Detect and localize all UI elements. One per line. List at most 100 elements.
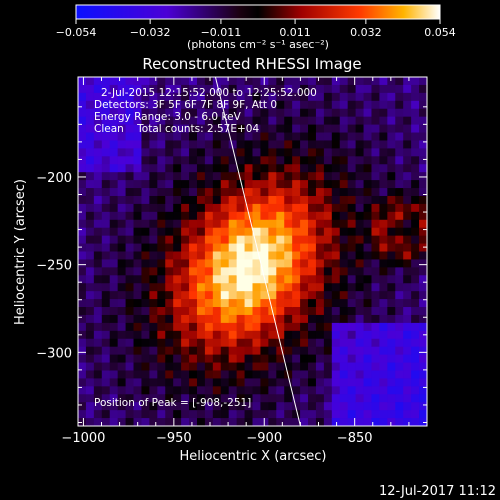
heatmap-cell xyxy=(284,227,293,237)
heatmap-cell xyxy=(371,211,381,221)
heatmap-cell xyxy=(419,370,427,380)
heatmap-cell xyxy=(101,235,111,245)
heatmap-cell xyxy=(85,140,95,149)
heatmap-cell xyxy=(323,156,333,165)
heatmap-cell xyxy=(85,235,95,245)
heatmap-cell xyxy=(117,251,127,261)
heatmap-cell xyxy=(165,211,174,221)
heatmap-cell xyxy=(181,124,190,134)
heatmap-cell xyxy=(133,108,143,118)
heatmap-cell xyxy=(109,378,119,387)
heatmap-cell xyxy=(189,132,198,142)
heatmap-cell xyxy=(117,219,127,229)
heatmap-cell xyxy=(411,219,420,229)
heatmap-cell xyxy=(204,291,214,300)
heatmap-cell xyxy=(157,370,166,380)
heatmap-cell xyxy=(315,394,325,403)
heatmap-cell xyxy=(339,370,349,380)
heatmap-cell xyxy=(228,92,238,102)
heatmap-cell xyxy=(181,259,190,268)
heatmap-cell xyxy=(284,195,293,205)
heatmap-cell xyxy=(276,227,285,237)
heatmap-cell xyxy=(395,291,404,300)
heatmap-cell xyxy=(212,235,222,245)
heatmap-cell xyxy=(315,219,325,229)
heatmap-cell xyxy=(196,299,206,308)
heatmap-cell xyxy=(284,124,293,134)
heatmap-cell xyxy=(419,346,427,356)
heatmap-cell xyxy=(101,203,111,213)
heatmap-cell xyxy=(85,402,95,411)
heatmap-cell xyxy=(339,386,349,395)
heatmap-cell xyxy=(78,386,87,395)
heatmap-cell xyxy=(173,164,182,173)
heatmap-cell xyxy=(355,370,365,380)
heatmap-cell xyxy=(355,148,365,157)
heatmap-cell xyxy=(268,370,277,380)
heatmap-cell xyxy=(101,394,111,403)
heatmap-cell xyxy=(212,330,222,340)
heatmap-cell xyxy=(85,291,95,300)
heatmap-cell xyxy=(268,283,277,292)
heatmap-cell xyxy=(308,378,317,387)
heatmap-cell xyxy=(363,195,373,205)
heatmap-cell xyxy=(260,354,269,364)
heatmap-cell xyxy=(101,140,111,149)
heatmap-cell xyxy=(93,418,103,426)
heatmap-cell xyxy=(236,291,246,300)
heatmap-cell xyxy=(292,386,301,395)
heatmap-cell xyxy=(157,275,166,284)
heatmap-cell xyxy=(315,227,325,237)
heatmap-cell xyxy=(220,291,230,300)
heatmap-cell xyxy=(236,354,246,364)
heatmap-cell xyxy=(220,307,230,316)
heatmap-cell xyxy=(157,124,166,134)
heatmap-cell xyxy=(355,211,365,221)
heatmap-cell xyxy=(204,378,214,387)
heatmap-cell xyxy=(260,116,269,126)
heatmap-cell xyxy=(204,227,214,237)
heatmap-cell xyxy=(212,172,222,181)
heatmap-cell xyxy=(363,299,373,308)
heatmap-cell xyxy=(323,314,333,324)
heatmap-cell xyxy=(157,211,166,221)
heatmap-cell xyxy=(212,418,222,426)
heatmap-cell xyxy=(173,386,182,395)
heatmap-cell xyxy=(220,148,230,157)
heatmap-cell xyxy=(189,243,198,253)
heatmap-cell xyxy=(85,410,95,419)
heatmap-cell xyxy=(260,322,269,332)
heatmap-cell xyxy=(371,180,381,189)
heatmap-cell xyxy=(157,77,166,86)
heatmap-cell xyxy=(117,402,127,411)
heatmap-cell xyxy=(85,100,95,110)
heatmap-cell xyxy=(323,148,333,157)
heatmap-cell xyxy=(323,267,333,276)
heatmap-cell xyxy=(419,84,427,94)
heatmap-cell xyxy=(78,100,87,110)
heatmap-cell xyxy=(212,291,222,300)
heatmap-cell xyxy=(204,156,214,165)
heatmap-cell xyxy=(101,267,111,276)
heatmap-cell xyxy=(204,243,214,253)
heatmap-cell xyxy=(109,219,119,229)
heatmap-cell xyxy=(133,116,143,126)
heatmap-cell xyxy=(331,251,341,261)
heatmap-cell xyxy=(101,386,111,395)
heatmap-cell xyxy=(173,100,182,110)
heatmap-cell xyxy=(308,180,317,189)
heatmap-cell xyxy=(93,195,103,205)
heatmap-cell xyxy=(331,307,341,316)
heatmap-cell xyxy=(419,354,427,364)
heatmap-cell xyxy=(236,180,246,189)
heatmap-cell xyxy=(260,410,269,419)
heatmap-cell xyxy=(371,370,381,380)
heatmap-cell xyxy=(101,402,111,411)
heatmap-cell xyxy=(292,195,301,205)
heatmap-cell xyxy=(101,322,111,332)
heatmap-cell xyxy=(244,338,254,348)
heatmap-cell xyxy=(252,283,262,292)
heatmap-cell xyxy=(300,172,309,181)
heatmap-cell xyxy=(196,203,206,213)
heatmap-cell xyxy=(260,156,269,165)
